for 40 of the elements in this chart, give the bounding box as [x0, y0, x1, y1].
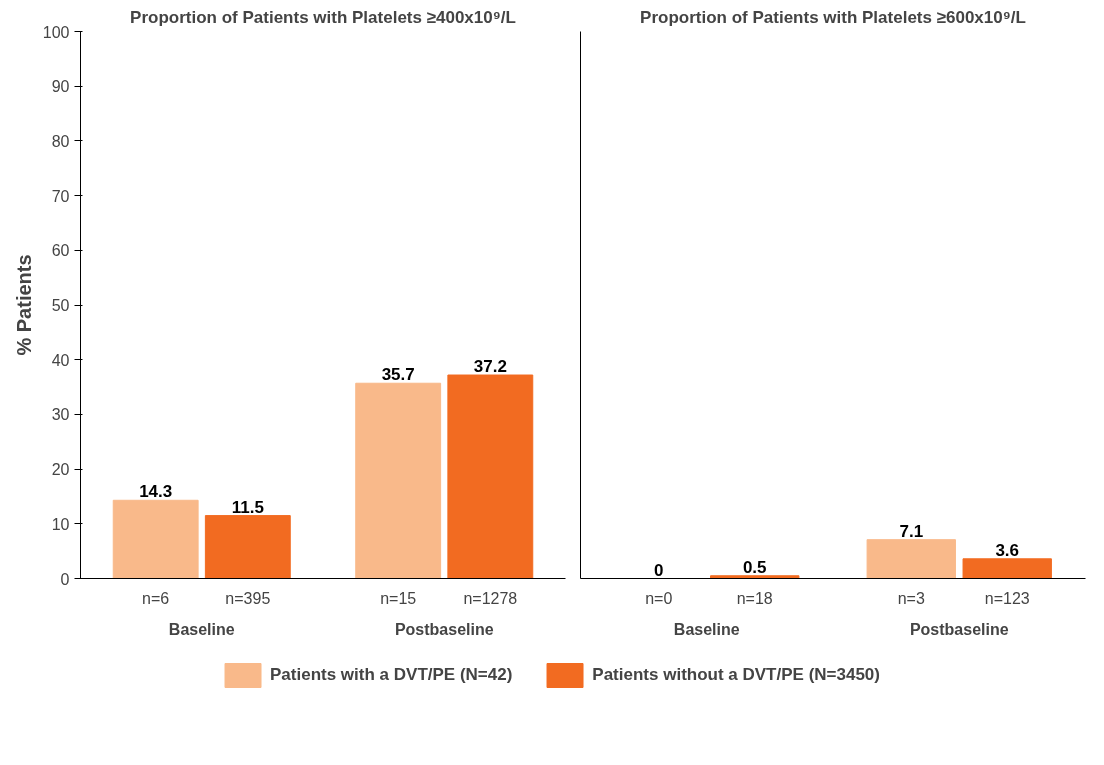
- legend-label: Patients without a DVT/PE (N=3450): [592, 665, 880, 685]
- text: n=6: [142, 589, 170, 607]
- x-tick-label: Postbaseline: [394, 620, 494, 638]
- text: n=3: [897, 589, 925, 607]
- chart-title: Proportion of Patients with Platelets ≥600x10⁹/L: [640, 7, 1026, 27]
- y-tick-label: 40: [51, 351, 70, 369]
- y-tick-label: 30: [51, 406, 70, 424]
- y-axis-title: % Patients: [12, 254, 35, 356]
- y-tick-label: 50: [51, 297, 70, 314]
- y-tick-label: 100: [42, 23, 70, 41]
- data-label: 0: [654, 560, 664, 580]
- data-label: 14.3: [139, 482, 173, 502]
- y-tick-label: 20: [51, 461, 70, 479]
- bar: [112, 499, 199, 579]
- data-label: 37.2: [473, 357, 507, 377]
- text: n=0: [645, 589, 673, 607]
- bar: [204, 515, 291, 579]
- y-tick-label: 80: [51, 132, 70, 150]
- y-tick-label: 10: [51, 515, 70, 533]
- x-tick-label: Baseline: [168, 620, 235, 638]
- y-tick-label: 0: [60, 570, 70, 588]
- text: n=18: [736, 589, 773, 607]
- text: n=1278: [463, 589, 518, 607]
- data-label: 11.5: [231, 497, 264, 517]
- bar: [447, 374, 534, 579]
- x-tick-label: Postbaseline: [909, 620, 1009, 638]
- data-label: 35.7: [381, 365, 415, 385]
- data-label: 3.6: [995, 540, 1020, 560]
- chart-title: Proportion of Patients with Platelets ≥400x10⁹/L: [130, 7, 516, 27]
- y-tick-label: 60: [51, 242, 70, 260]
- text: n=15: [380, 589, 417, 607]
- legend-label: Patients with a DVT/PE (N=42): [270, 665, 513, 685]
- data-label: 7.1: [899, 521, 924, 541]
- text: n=395: [225, 589, 271, 607]
- y-tick-label: 90: [51, 78, 70, 96]
- data-label: 0.5: [742, 557, 767, 577]
- text: n=123: [984, 589, 1030, 607]
- bar: [355, 382, 442, 579]
- y-tick-label: 70: [51, 187, 70, 205]
- x-tick-label: Baseline: [673, 620, 740, 638]
